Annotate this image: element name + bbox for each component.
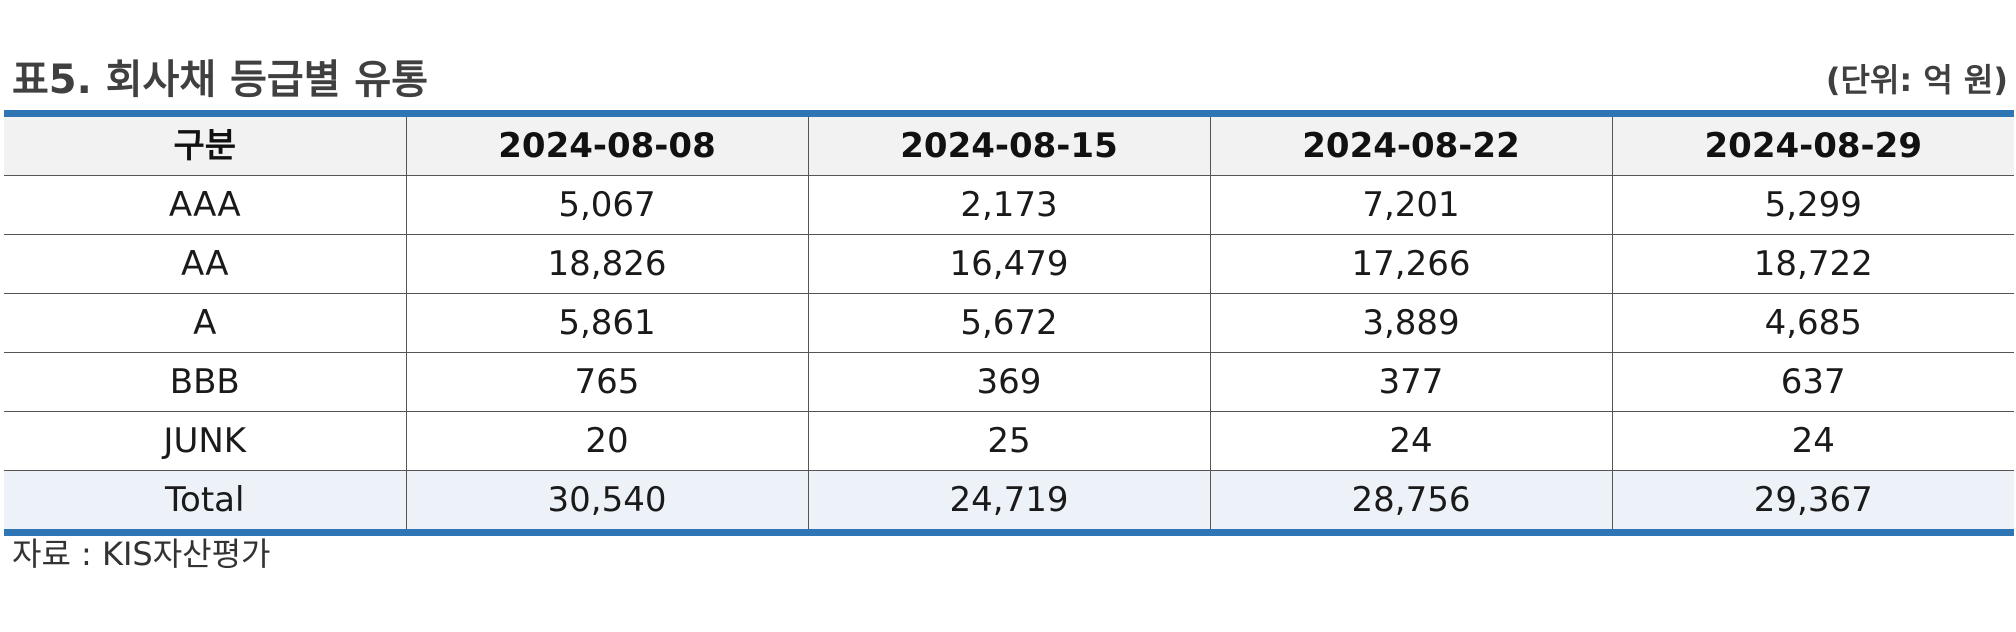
table-cell: 5,067 — [405, 175, 808, 235]
table-cell: 28,756 — [1209, 470, 1612, 529]
table-cell: 24,719 — [807, 470, 1210, 529]
unit-label: (단위: 억 원) — [1825, 61, 2008, 99]
table-container: 구분 2024-08-08 2024-08-15 2024-08-22 2024… — [4, 110, 2014, 536]
table-row: JUNK 20 25 24 24 — [4, 411, 2014, 471]
table-cell: 30,540 — [405, 470, 808, 529]
row-label: JUNK — [4, 411, 406, 471]
table-cell: 20 — [405, 411, 808, 471]
table-cell: 18,722 — [1611, 234, 2014, 294]
table-cell: 16,479 — [807, 234, 1210, 294]
table-cell: 24 — [1611, 411, 2014, 471]
rating-distribution-table: 구분 2024-08-08 2024-08-15 2024-08-22 2024… — [4, 117, 2014, 529]
table-header: 구분 2024-08-08 2024-08-15 2024-08-22 2024… — [4, 117, 2014, 176]
table-cell: 29,367 — [1611, 470, 2014, 529]
table-row: AA 18,826 16,479 17,266 18,722 — [4, 234, 2014, 294]
table-cell: 369 — [807, 352, 1210, 412]
row-label: BBB — [4, 352, 406, 412]
source-note: 자료 : KIS자산평가 — [12, 535, 271, 573]
table-row-total: Total 30,540 24,719 28,756 29,367 — [4, 470, 2014, 529]
table-cell: 377 — [1209, 352, 1612, 412]
table-cell: 3,889 — [1209, 293, 1612, 353]
table-cell: 5,672 — [807, 293, 1210, 353]
column-header-date: 2024-08-15 — [807, 117, 1210, 176]
table-title: 표5. 회사채 등급별 유통 — [12, 57, 429, 103]
table-cell: 18,826 — [405, 234, 808, 294]
row-label: Total — [4, 470, 406, 529]
table-cell: 24 — [1209, 411, 1612, 471]
column-header-date: 2024-08-29 — [1611, 117, 2014, 176]
table-row: A 5,861 5,672 3,889 4,685 — [4, 293, 2014, 353]
column-header-category: 구분 — [4, 117, 406, 176]
table-header-row: 표5. 회사채 등급별 유통 (단위: 억 원) — [0, 52, 2016, 108]
row-label: AA — [4, 234, 406, 294]
table-cell: 7,201 — [1209, 175, 1612, 235]
table-cell: 5,299 — [1611, 175, 2014, 235]
row-label: A — [4, 293, 406, 353]
table-cell: 637 — [1611, 352, 2014, 412]
table-cell: 4,685 — [1611, 293, 2014, 353]
table-row: BBB 765 369 377 637 — [4, 352, 2014, 412]
table-cell: 17,266 — [1209, 234, 1612, 294]
table-cell: 2,173 — [807, 175, 1210, 235]
column-header-date: 2024-08-08 — [405, 117, 808, 176]
table-cell: 5,861 — [405, 293, 808, 353]
table-cell: 765 — [405, 352, 808, 412]
table-row: AAA 5,067 2,173 7,201 5,299 — [4, 175, 2014, 235]
table-cell: 25 — [807, 411, 1210, 471]
row-label: AAA — [4, 175, 406, 235]
column-header-date: 2024-08-22 — [1209, 117, 1612, 176]
